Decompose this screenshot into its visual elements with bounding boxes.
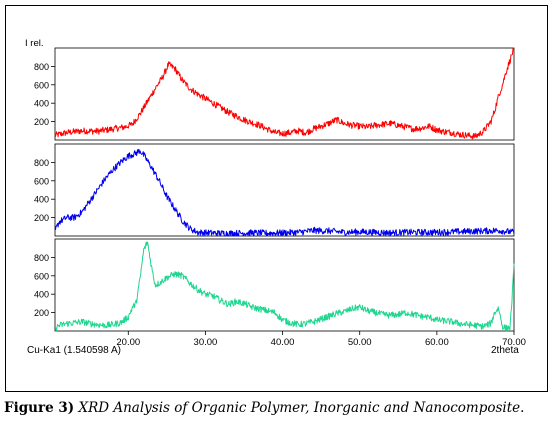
x-tick-label: 40.00 [271,337,295,348]
y-tick-label: 400 [34,290,49,300]
series-trace [54,241,515,332]
panel-frame [54,238,515,332]
y-tick-label: 800 [34,62,49,72]
x-tick-label: 50.00 [348,337,372,348]
panel-frame [54,47,515,141]
panel-2: 200 400 600 800 [34,143,515,237]
x-tick-label: 70.00 [502,337,526,348]
x-tick-label: 20.00 [116,337,140,348]
figure-caption: Figure 3) XRD Analysis of Organic Polyme… [4,400,549,416]
y-tick-label: 200 [34,308,49,318]
panel-3: 200 400 600 800 [34,238,515,332]
x-tick-label: 60.00 [425,337,449,348]
y-tick-label: 800 [34,158,49,168]
x-axis-label: 2theta [491,345,519,356]
panel-1: 200 400 600 800 [34,47,515,141]
y-tick-label: 600 [34,271,49,281]
radiation-label: Cu-Ka1 (1.540598 A) [27,345,121,356]
y-axis-label: I rel. [25,38,43,49]
y-tick-label: 600 [34,80,49,90]
y-tick-label: 400 [34,99,49,109]
y-tick-label: 200 [34,213,49,223]
series-trace [54,149,515,237]
panel-frame [54,143,515,237]
y-tick-label: 600 [34,176,49,186]
caption-text: XRD Analysis of Organic Polymer, Inorgan… [78,400,525,416]
series-trace [54,47,514,140]
figure-frame: I rel. 200 400 600 800 200 400 600 800 200 400 600… [5,5,548,392]
y-tick-label: 200 [34,117,49,127]
xrd-chart: I rel. 200 400 600 800 200 400 600 800 200 400 600… [25,38,526,356]
y-tick-label: 800 [34,253,49,263]
caption-label: Figure 3) [4,400,75,416]
y-tick-label: 400 [34,195,49,205]
x-tick-label: 30.00 [194,337,218,348]
